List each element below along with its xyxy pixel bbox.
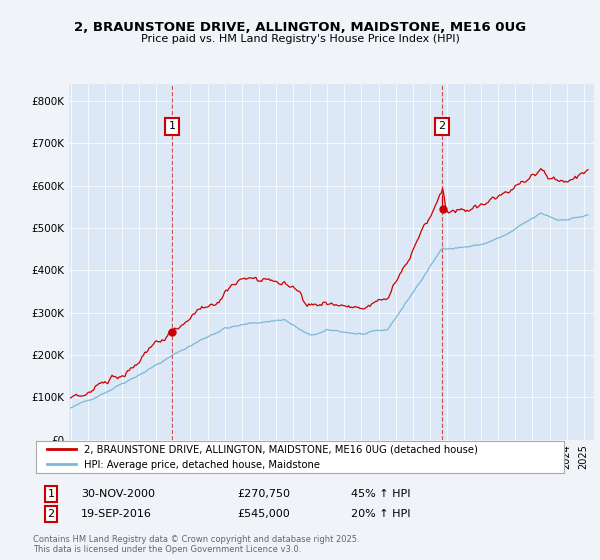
Text: 45% ↑ HPI: 45% ↑ HPI (351, 489, 410, 499)
Text: 2: 2 (47, 509, 55, 519)
Text: Price paid vs. HM Land Registry's House Price Index (HPI): Price paid vs. HM Land Registry's House … (140, 34, 460, 44)
Text: £270,750: £270,750 (237, 489, 290, 499)
Text: 30-NOV-2000: 30-NOV-2000 (81, 489, 155, 499)
Text: 2: 2 (439, 122, 446, 132)
Text: 20% ↑ HPI: 20% ↑ HPI (351, 509, 410, 519)
Text: 2, BRAUNSTONE DRIVE, ALLINGTON, MAIDSTONE, ME16 0UG: 2, BRAUNSTONE DRIVE, ALLINGTON, MAIDSTON… (74, 21, 526, 34)
Text: 1: 1 (169, 122, 175, 132)
Text: 1: 1 (47, 489, 55, 499)
Text: 2, BRAUNSTONE DRIVE, ALLINGTON, MAIDSTONE, ME16 0UG (detached house): 2, BRAUNSTONE DRIVE, ALLINGTON, MAIDSTON… (83, 445, 478, 455)
Text: HPI: Average price, detached house, Maidstone: HPI: Average price, detached house, Maid… (83, 460, 320, 470)
Text: £545,000: £545,000 (237, 509, 290, 519)
Text: 19-SEP-2016: 19-SEP-2016 (81, 509, 152, 519)
Text: Contains HM Land Registry data © Crown copyright and database right 2025.
This d: Contains HM Land Registry data © Crown c… (33, 535, 359, 554)
